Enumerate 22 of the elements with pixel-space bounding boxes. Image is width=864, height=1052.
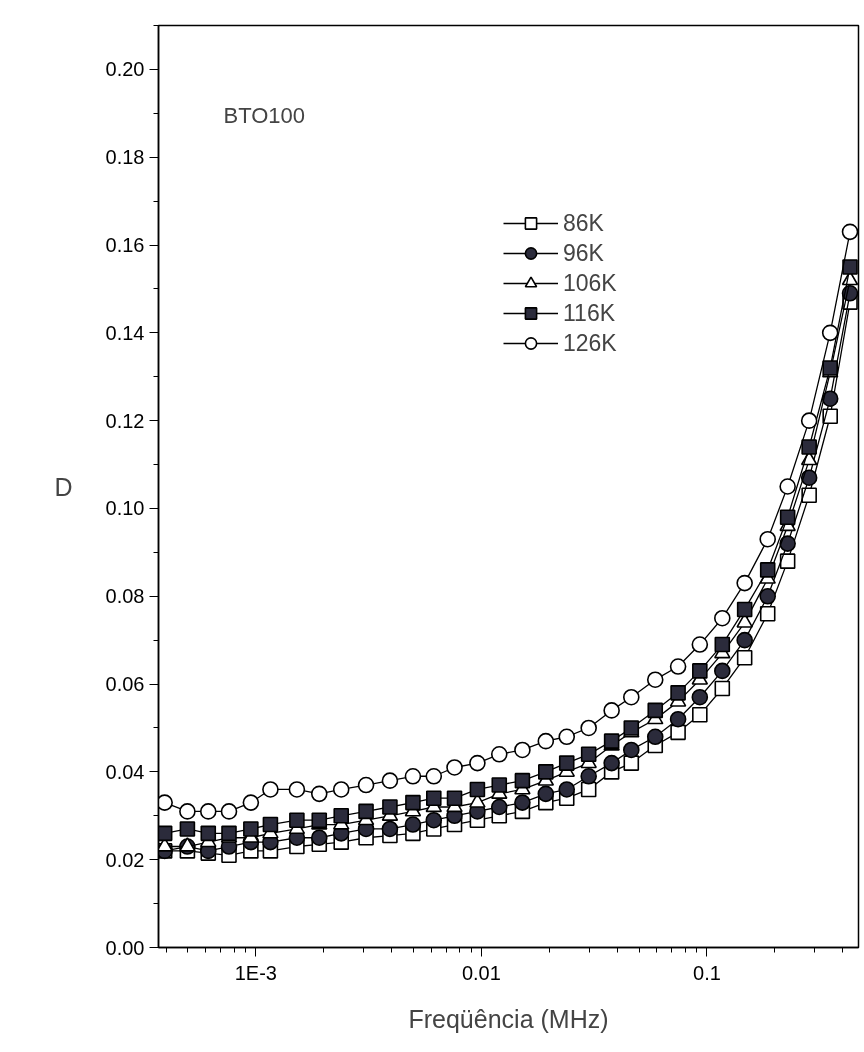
legend-label: 116K [563,299,616,327]
y-axis-title: D [54,472,73,501]
x-tick-label: 0.1 [693,961,721,984]
y-tick-label: 0.02 [105,848,145,871]
x-tick-label: 1E-3 [234,961,278,984]
legend-label: 126K [563,329,617,357]
y-tick-label: 0.06 [105,673,145,696]
x-axis-title: Freqüência (MHz) [408,1004,609,1033]
x-tick-label: 0.01 [461,961,501,984]
y-tick-label: 0.18 [105,146,145,169]
y-tick-label: 0.12 [105,409,145,432]
legend-label: 96K [563,239,604,267]
y-tick-label: 0.20 [105,58,145,81]
annotation: BTO100 [223,102,306,128]
y-tick-label: 0.00 [105,936,145,959]
y-tick-label: 0.16 [105,234,145,257]
y-tick-label: 0.04 [105,760,145,783]
legend-label: 106K [563,269,617,297]
y-tick-label: 0.10 [105,497,145,520]
y-tick-label: 0.08 [105,585,145,608]
y-tick-label: 0.14 [105,321,145,344]
legend-label: 86K [563,209,604,237]
